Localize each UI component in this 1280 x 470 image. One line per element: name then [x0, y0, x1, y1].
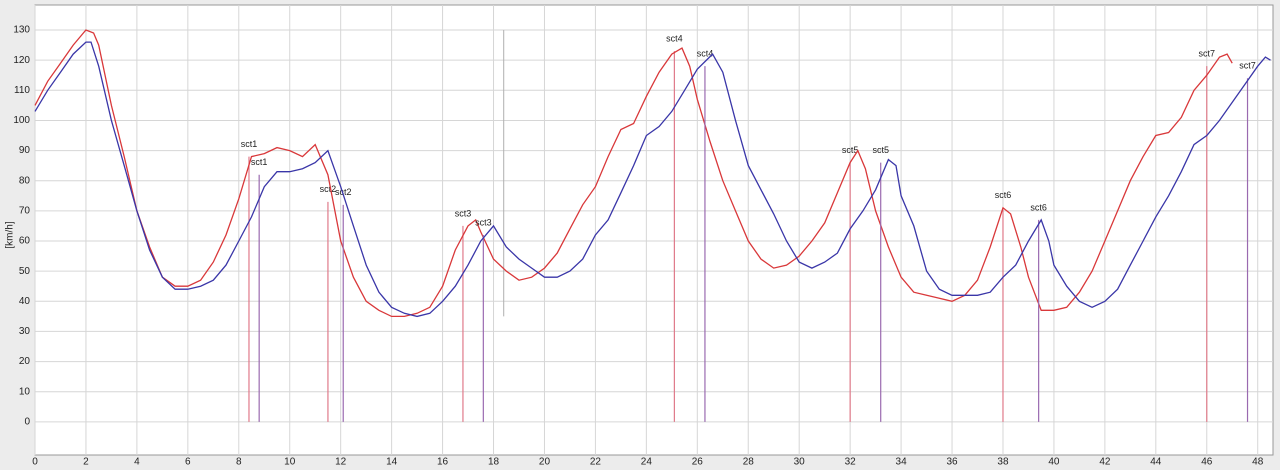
y-tick-label: 40	[19, 296, 31, 307]
plot-area	[34, 4, 1274, 456]
x-tick-label: 2	[83, 457, 89, 468]
section-label: sct1	[251, 157, 268, 167]
x-tick-label: 26	[692, 457, 704, 468]
y-tick-label: 120	[13, 55, 30, 66]
x-tick-label: 18	[488, 457, 500, 468]
section-label: sct2	[335, 187, 352, 197]
x-tick-label: 32	[845, 457, 857, 468]
y-tick-label: 10	[19, 386, 31, 397]
section-label: sct7	[1199, 49, 1216, 59]
x-tick-label: 4	[134, 457, 140, 468]
y-tick-label: 90	[19, 145, 31, 156]
x-tick-label: 8	[236, 457, 242, 468]
section-label: sct6	[1030, 202, 1047, 212]
x-tick-label: 30	[794, 457, 806, 468]
section-label: sct1	[241, 139, 258, 149]
x-tick-label: 48	[1252, 457, 1264, 468]
y-tick-label: 80	[19, 175, 31, 186]
x-tick-label: 44	[1150, 457, 1162, 468]
section-label: sct3	[455, 208, 472, 218]
x-tick-label: 6	[185, 457, 191, 468]
x-tick-label: 42	[1099, 457, 1111, 468]
x-tick-label: 20	[539, 457, 551, 468]
x-tick-label: 36	[946, 457, 958, 468]
x-tick-label: 40	[1048, 457, 1060, 468]
series-line	[34, 29, 1233, 318]
section-label: sct4	[666, 33, 683, 43]
section-label: sct5	[872, 145, 889, 155]
x-tick-label: 46	[1201, 457, 1213, 468]
section-label: sct6	[995, 190, 1012, 200]
x-tick-label: 34	[896, 457, 908, 468]
section-label: sct2	[320, 184, 337, 194]
y-tick-label: 20	[19, 356, 31, 367]
section-label: sct7	[1239, 61, 1256, 71]
section-label: sct4	[697, 49, 714, 59]
y-tick-label: 70	[19, 206, 31, 217]
series-line	[34, 41, 1271, 318]
x-tick-label: 12	[335, 457, 347, 468]
y-tick-label: 0	[24, 416, 30, 427]
y-axis-label: [km/h]	[5, 221, 16, 248]
x-tick-label: 22	[590, 457, 602, 468]
section-label: sct3	[475, 217, 492, 227]
x-tick-label: 16	[437, 457, 449, 468]
y-tick-label: 60	[19, 236, 31, 247]
y-tick-label: 110	[14, 85, 30, 96]
y-tick-label: 50	[19, 266, 31, 277]
x-tick-label: 14	[386, 457, 398, 468]
x-tick-label: 10	[284, 457, 296, 468]
x-tick-label: 38	[997, 457, 1009, 468]
x-tick-label: 0	[32, 457, 38, 468]
y-tick-label: 30	[19, 326, 31, 337]
x-tick-label: 28	[743, 457, 755, 468]
y-tick-label: 100	[13, 115, 30, 126]
y-tick-label: 130	[13, 25, 30, 36]
section-label: sct5	[842, 145, 859, 155]
x-tick-label: 24	[641, 457, 653, 468]
